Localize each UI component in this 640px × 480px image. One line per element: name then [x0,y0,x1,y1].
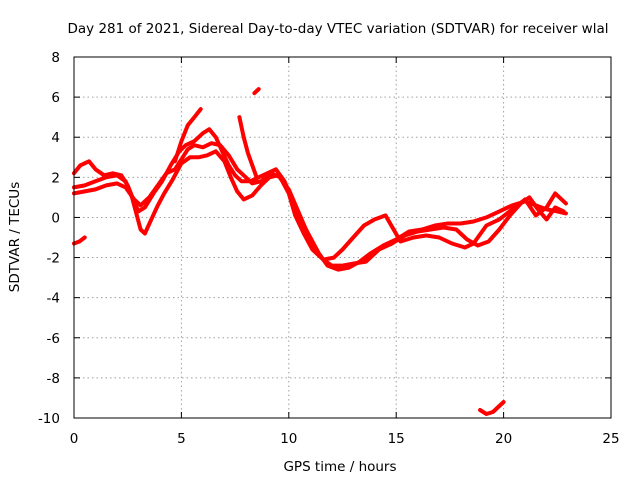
y-tick-label: -4 [47,291,60,307]
x-tick-label: 0 [70,431,79,447]
x-tick-label: 25 [602,431,619,447]
series-track-b [72,149,566,268]
y-tick-label: -2 [47,251,60,267]
series-track-a [72,127,568,272]
x-tick-label: 20 [495,431,512,447]
x-tick-label: 5 [177,431,186,447]
series-layer [72,87,568,416]
y-tick-label: 0 [51,210,60,226]
y-tick-label: 4 [51,130,60,146]
y-tick-label: 6 [51,90,60,106]
grid [74,57,611,418]
y-tick-label: 8 [51,50,60,66]
series-track-h [478,400,506,416]
x-tick-label: 10 [280,431,297,447]
y-axis-label: SDTVAR / TECUs [7,182,23,292]
y-tick-label: -8 [47,371,60,387]
y-tick-label: 2 [51,170,60,186]
tick-labels: 0 5 10 15 20 25 -10 -8 -6 -4 -2 0 2 4 6 8 [38,50,620,447]
chart-title: Day 281 of 2021, Sidereal Day-to-day VTE… [68,21,609,37]
y-tick-label: -6 [47,331,60,347]
series-track-f [72,235,87,246]
y-tick-label: -10 [38,411,60,427]
x-axis-label: GPS time / hours [283,459,396,475]
series-track-g [252,87,261,96]
x-tick-label: 15 [388,431,405,447]
plot-frame [73,56,612,419]
series-track-e [237,115,259,180]
series-track-d [173,107,203,164]
series-track-c [72,141,568,262]
